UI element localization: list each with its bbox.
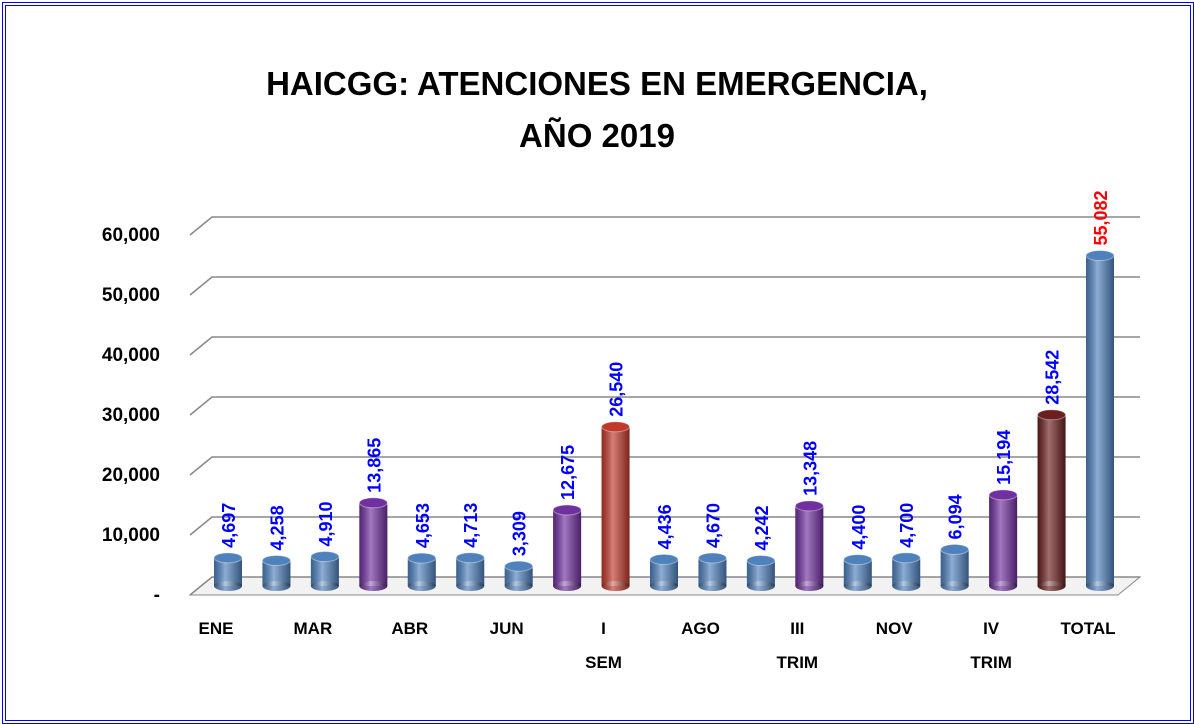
value-label: 26,540 xyxy=(607,362,627,417)
value-label: 4,258 xyxy=(267,505,287,550)
bar-bottom-shade xyxy=(553,581,582,591)
bar-top xyxy=(358,497,388,509)
bar-bottom-shade xyxy=(601,581,630,591)
x-tick-label: IV TRIM xyxy=(970,619,1012,672)
grid-line xyxy=(189,456,1140,476)
bar-bottom-shade xyxy=(892,581,921,591)
x-tick-label: I SEM xyxy=(585,619,622,672)
value-label: 4,670 xyxy=(703,503,723,548)
x-tick-label: ENE xyxy=(198,619,234,638)
grid-line xyxy=(189,576,1140,596)
bar-top xyxy=(940,543,970,555)
bar-shade xyxy=(940,549,969,586)
value-label: 55,082 xyxy=(1091,190,1111,245)
grid-line xyxy=(189,516,1140,536)
y-tick-label: 10,000 xyxy=(102,525,160,546)
bar-bottom-shade xyxy=(1086,581,1114,591)
bar-top xyxy=(310,551,340,563)
bar-bottom-shade xyxy=(940,581,969,591)
bar-top xyxy=(407,552,437,564)
x-tick-label: NOV xyxy=(875,619,913,638)
value-label: 3,309 xyxy=(510,511,530,556)
bar-top xyxy=(504,560,534,572)
y-tick-label: - xyxy=(154,585,160,606)
y-tick-label: 50,000 xyxy=(102,285,160,306)
bar-top xyxy=(746,555,776,567)
x-tick-label: III TRIM xyxy=(776,619,819,672)
x-tick-label: MAR xyxy=(293,619,333,638)
bar-bottom-shade xyxy=(795,581,824,591)
bar-top xyxy=(988,489,1018,501)
bar-bottom-shade xyxy=(214,581,242,591)
bar-top xyxy=(213,552,243,564)
bar-bottom-shade xyxy=(698,581,727,591)
value-label: 4,713 xyxy=(461,503,481,548)
bar-bottom-shade xyxy=(989,581,1018,591)
value-label: 6,094 xyxy=(946,494,966,539)
x-tick-label: AGO xyxy=(681,619,720,638)
bar-top xyxy=(697,552,727,564)
grid-line xyxy=(189,276,1140,296)
bar-top xyxy=(601,421,631,433)
bar-shade xyxy=(504,566,533,586)
value-label: 4,436 xyxy=(655,504,675,549)
grid-line xyxy=(189,336,1140,356)
bar-shade xyxy=(359,502,388,586)
bar-top xyxy=(1037,409,1067,421)
bar-bottom-shade xyxy=(746,581,775,591)
bar-bottom-shade xyxy=(456,581,485,591)
bar-top xyxy=(552,504,582,516)
value-label: 13,865 xyxy=(364,438,384,493)
x-tick-label: JUN xyxy=(489,619,524,638)
grid-line xyxy=(189,396,1140,416)
bar-shade xyxy=(1037,414,1066,586)
bar-shade xyxy=(1086,255,1114,586)
y-tick-label: 20,000 xyxy=(102,465,160,486)
value-label: 4,700 xyxy=(897,503,917,548)
bar-shade xyxy=(601,426,630,586)
bar-top xyxy=(1085,250,1115,262)
bar-bottom-shade xyxy=(310,581,339,591)
bar-top xyxy=(261,554,291,566)
bar-shade xyxy=(989,494,1018,586)
bar-shade xyxy=(795,505,824,586)
chart-title: HAICGG: ATENCIONES EN EMERGENCIA, AÑO 20… xyxy=(266,65,928,154)
bar-bottom-shade xyxy=(1037,581,1066,591)
bar-bottom-shade xyxy=(359,581,388,591)
value-label: 12,675 xyxy=(558,445,578,500)
bar-top xyxy=(455,552,485,564)
x-tick-label: ABR xyxy=(391,619,429,638)
bar-top xyxy=(843,554,873,566)
bar-bottom-shade xyxy=(650,581,678,591)
value-label: 13,348 xyxy=(800,441,820,496)
value-label: 4,697 xyxy=(219,503,239,548)
value-label: 15,194 xyxy=(994,430,1014,485)
value-label: 28,542 xyxy=(1043,350,1063,405)
bar-bottom-shade xyxy=(407,581,436,591)
grid-line xyxy=(189,216,1140,236)
bar-bottom-shade xyxy=(262,581,291,591)
bar-top xyxy=(891,552,921,564)
value-label: 4,653 xyxy=(413,503,433,548)
y-tick-label: 40,000 xyxy=(102,345,160,366)
bar-bottom-shade xyxy=(504,581,533,591)
bar-shade xyxy=(553,509,582,586)
bar-bottom-shade xyxy=(843,581,872,591)
bar-top xyxy=(794,500,824,512)
value-label: 4,910 xyxy=(316,501,336,546)
value-label: 4,400 xyxy=(849,505,869,550)
y-tick-label: 30,000 xyxy=(102,405,160,426)
bar-top xyxy=(649,553,679,565)
x-tick-label: TOTAL xyxy=(1060,619,1116,638)
y-tick-label: 60,000 xyxy=(102,225,160,246)
value-label: 4,242 xyxy=(752,506,772,551)
